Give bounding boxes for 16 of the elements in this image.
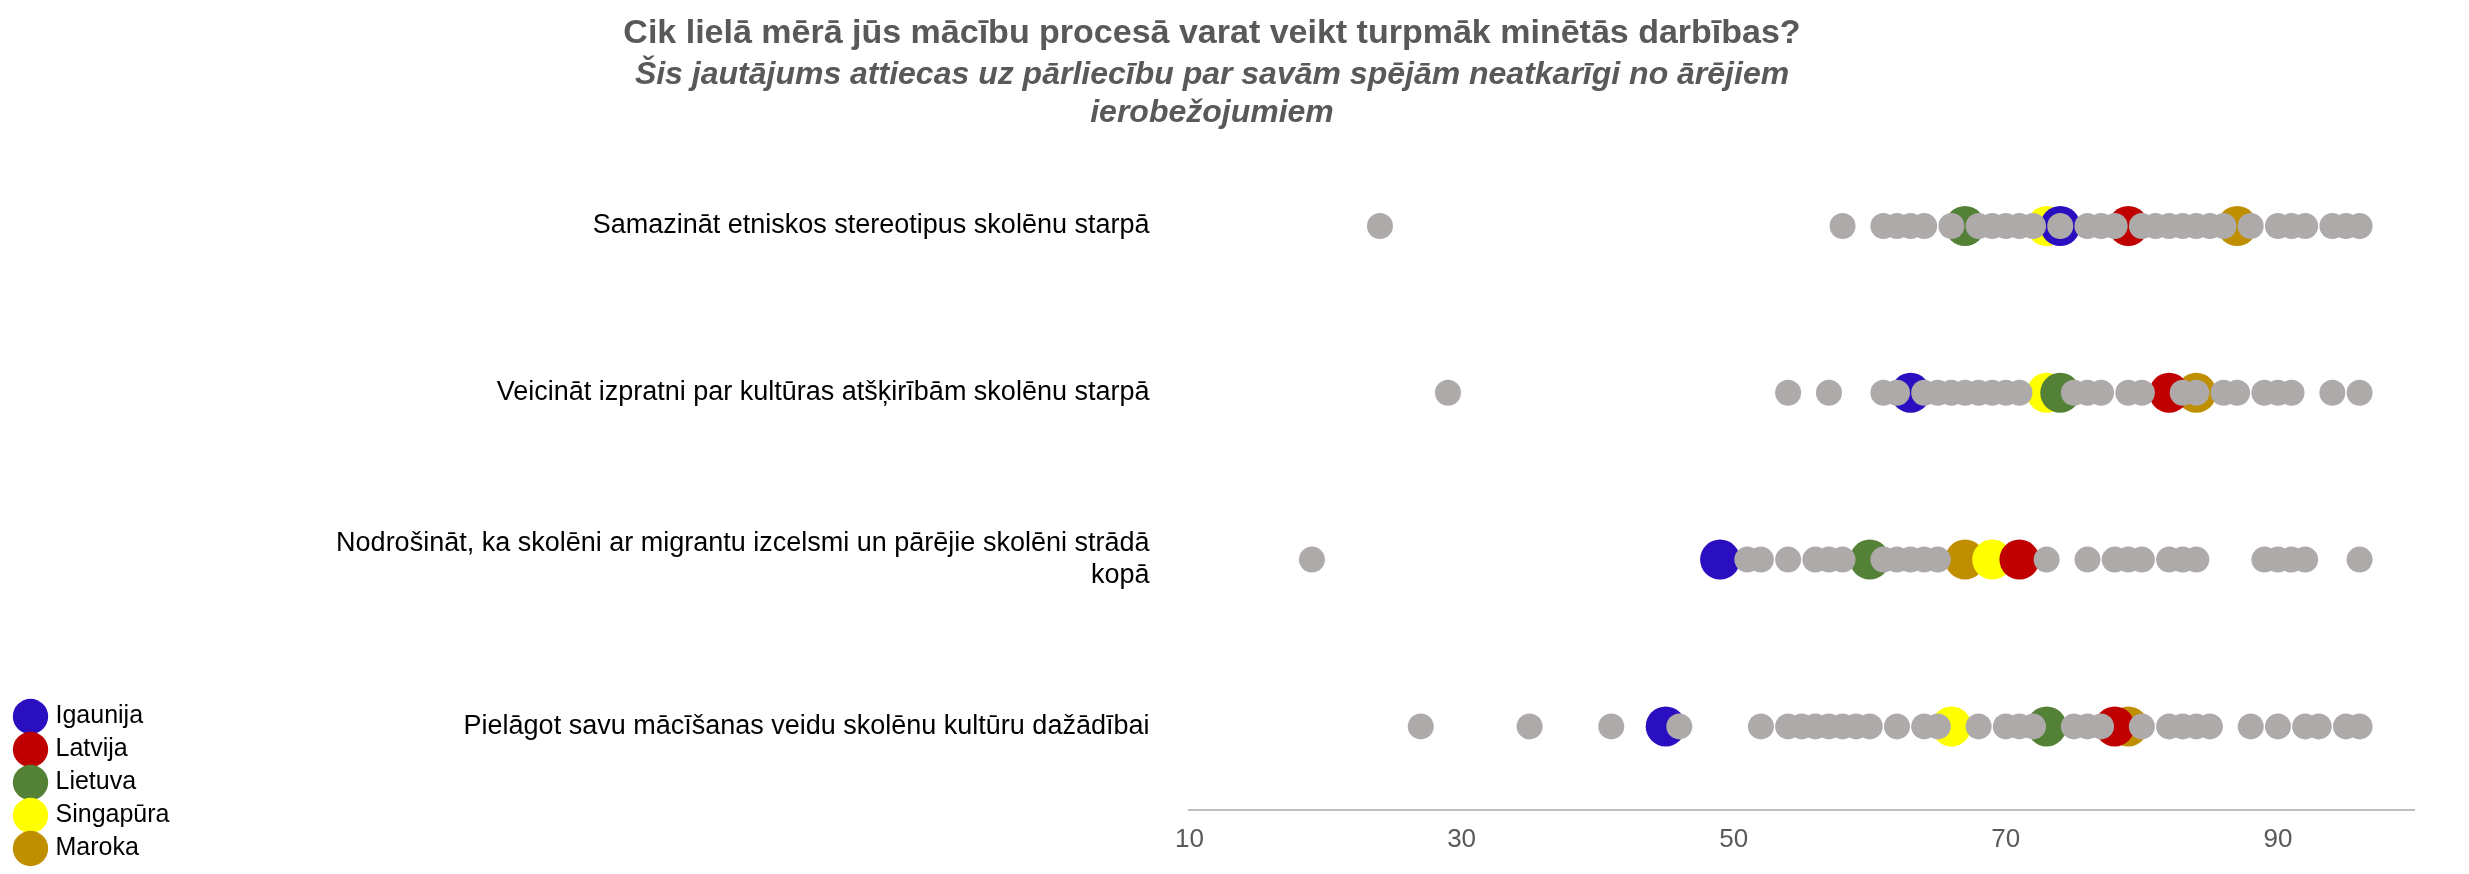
x-tick-label: 10 xyxy=(1175,822,1204,853)
y-tick-label: Nodrošināt, ka skolēni ar migrantu izcelsmi un pārējie skolēni strādā kopā xyxy=(336,526,1151,590)
chart-title: Cik lielā mērā jūs mācību procesā varat veikt turpmāk minētās darbības? xyxy=(623,11,1801,50)
legend-label: Igaunija xyxy=(55,700,144,729)
legend-label: Latvija xyxy=(55,733,128,762)
y-tick-label: Veicināt izpratni par kultūras atšķirībām skolēnu starpā xyxy=(496,376,1151,407)
x-tick-label: 70 xyxy=(1991,822,2021,853)
y-tick-label: Pielāgot savu mācīšanas veidu skolēnu kultūru dažādībai xyxy=(463,709,1150,740)
x-tick-label: 90 xyxy=(2263,822,2293,853)
legend-label: Lietuva xyxy=(55,766,137,795)
x-tick-label: 50 xyxy=(1719,822,1749,853)
x-tick-label: 30 xyxy=(1447,822,1477,853)
chart-subtitle: Šis jautājums attiecas uz pārliecību par savām spējām neatkarīgi no ārējiem ierobežojumiem xyxy=(634,54,1790,130)
y-tick-label: Samazināt etniskos stereotipus skolēnu starpā xyxy=(592,209,1151,240)
legend-label: Maroka xyxy=(55,832,139,861)
legend-label: Singapūra xyxy=(55,799,170,828)
